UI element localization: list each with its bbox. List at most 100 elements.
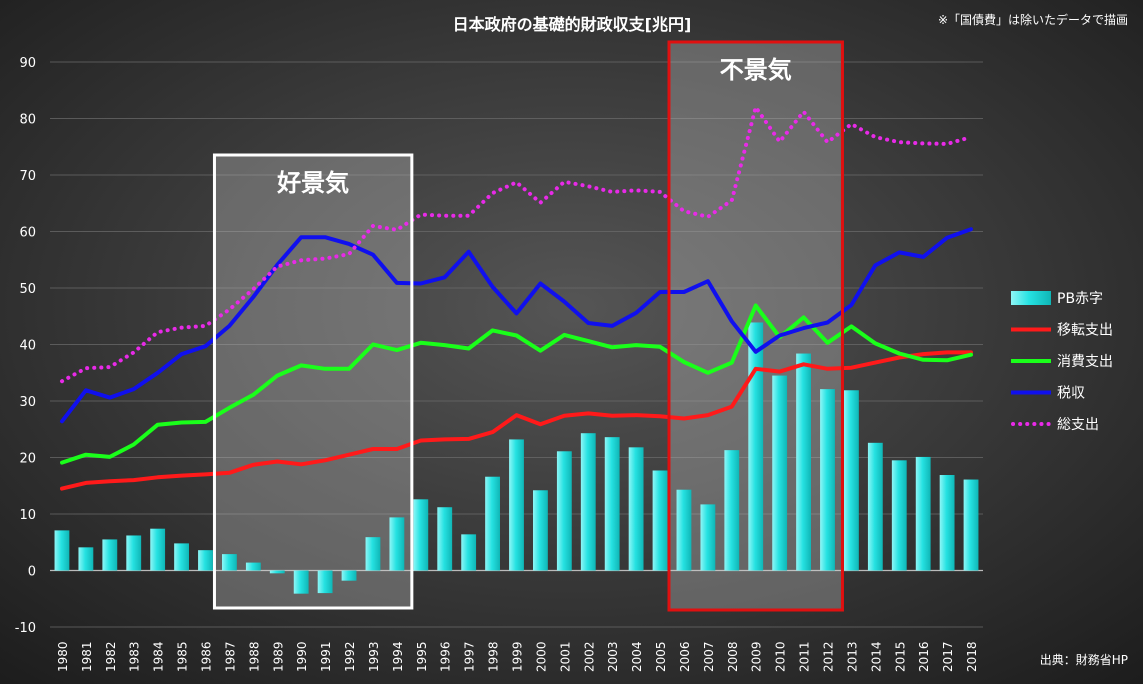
bar [724,450,740,571]
x-tick-label: 2006 [678,641,692,672]
bar [365,537,381,571]
x-tick-label: 1983 [128,641,142,672]
annotation-label: 好景気 [276,169,349,197]
x-tick-label: 1981 [80,641,94,672]
y-tick-label: 60 [19,226,36,241]
bar [293,570,309,594]
bar [509,439,524,571]
y-tick-label: 20 [19,452,36,467]
bar [222,554,237,571]
x-tick-label: 1994 [391,641,405,672]
x-tick-label: 1993 [367,641,381,672]
x-tick-label: 1992 [343,641,357,672]
x-tick-label: 2007 [702,641,716,672]
x-tick-label: 2000 [534,641,548,672]
x-tick-label: 2009 [750,641,764,672]
bar [891,460,907,571]
bar [341,570,357,581]
x-tick-label: 1986 [200,641,214,672]
chart-title: 日本政府の基礎的財政収支[兆円] [453,15,692,34]
bar [102,539,118,571]
bar [269,570,285,574]
legend-label: 消費支出 [1057,354,1113,370]
x-tick-label: 2003 [606,641,620,672]
annotation-band [214,155,412,608]
bar [533,490,548,571]
x-tick-label: 2015 [893,641,907,672]
bar [748,322,764,571]
bar [78,547,94,571]
y-tick-label: 40 [19,339,36,354]
y-tick-label: 50 [19,282,36,297]
legend-label: 総支出 [1057,417,1099,433]
x-tick-label: 1982 [104,641,118,672]
bar [772,375,788,571]
x-tick-label: 1984 [152,641,166,672]
x-axis: 1980 1981 1982 1983 1984 1985 1986 1987 1988 1989… [56,641,979,672]
bar [963,479,979,571]
bar [198,550,213,571]
x-tick-label: 1989 [271,641,285,672]
chart-source: 出典：財務省HP [1040,652,1128,667]
y-tick-label: 90 [19,56,36,71]
legend-label: 移転支出 [1057,323,1113,339]
x-tick-label: 1991 [319,641,333,672]
x-tick-label: 1988 [247,641,261,672]
x-tick-label: 2005 [654,641,668,672]
bar-series [54,322,979,594]
bar [628,447,644,571]
bar [939,475,955,571]
bar [652,470,668,571]
bar [915,456,931,571]
annotation-frame [212,153,414,610]
y-tick-label: 70 [19,169,36,184]
x-tick-label: 2018 [965,641,979,672]
x-tick-label: 2008 [726,641,740,672]
bar [556,451,572,571]
y-axis: -10 0 10 20 30 40 50 60 70 80 90 [15,56,36,636]
annotation-label: 不景気 [720,56,792,84]
x-tick-label: 1998 [487,641,501,672]
x-tick-label: 2011 [798,641,812,672]
bar [485,476,500,571]
x-tick-label: 1996 [439,641,453,672]
x-tick-label: 2013 [845,641,859,672]
bar [844,390,859,571]
bar [604,437,620,571]
y-tick-label: 30 [19,395,36,410]
x-tick-label: 2010 [774,641,788,672]
x-tick-label: 2012 [822,641,836,672]
x-tick-label: 1995 [415,641,429,672]
x-tick-label: 1987 [223,641,237,672]
bar [54,530,70,571]
bar [317,570,333,594]
bar [150,528,166,571]
legend-swatch [1011,291,1051,305]
bar [437,507,453,571]
x-tick-label: 1985 [176,641,190,672]
x-tick-label: 2014 [869,641,883,672]
bar [676,489,692,571]
legend-label: PB赤字 [1057,291,1103,307]
bar [174,543,189,571]
chart-note: ※「国債費」は除いたデータで描画 [938,12,1128,27]
legend-label: 税収 [1057,386,1085,402]
bar [867,442,883,571]
x-tick-label: 2001 [558,641,572,672]
x-tick-label: 1990 [295,641,309,672]
bar [580,433,596,571]
x-tick-label: 1999 [511,641,525,672]
bar [126,535,142,571]
x-tick-label: 2017 [941,641,955,672]
annotation-frames: 好景気 不景気 [212,40,844,612]
bar [700,504,716,571]
x-tick-label: 2004 [630,641,644,672]
y-tick-label: -10 [15,621,36,636]
bar [413,499,429,571]
bar [389,517,405,571]
bar [461,534,477,571]
